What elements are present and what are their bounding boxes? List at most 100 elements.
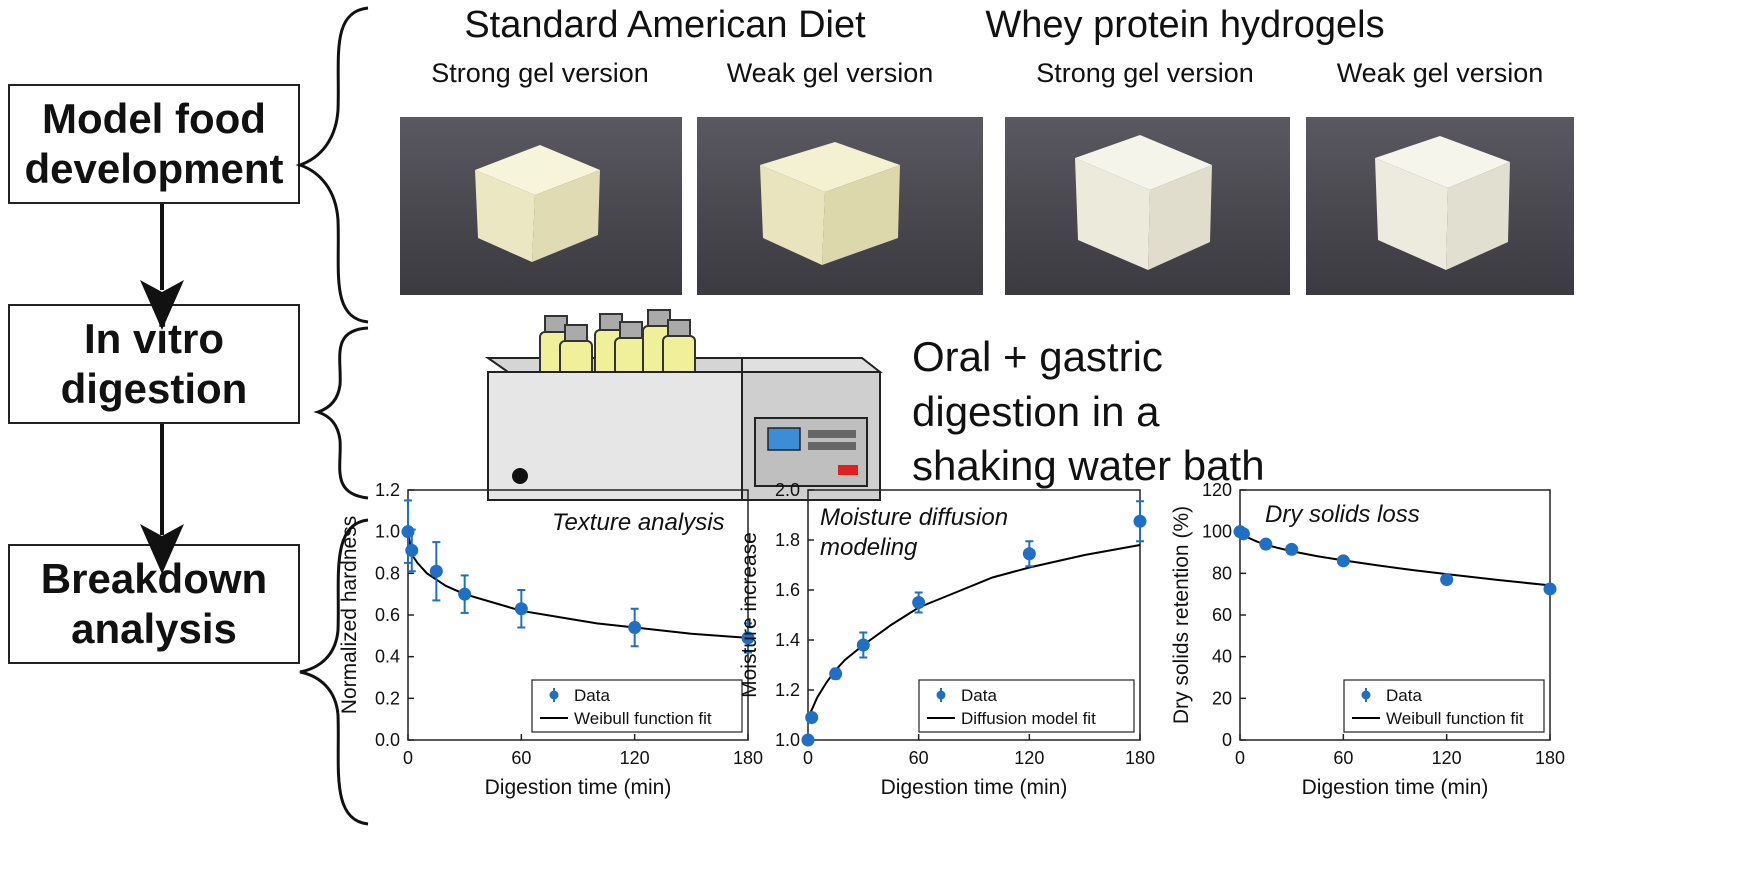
stage-label: Breakdown analysis bbox=[40, 554, 268, 652]
y-tick-label: 1.0 bbox=[775, 730, 800, 750]
data-point bbox=[1336, 554, 1350, 568]
legend-label: Diffusion model fit bbox=[961, 709, 1096, 728]
chart-title: Dry solids loss bbox=[1265, 501, 1420, 528]
photo-sad-weak bbox=[697, 117, 983, 295]
curly-brace bbox=[299, 518, 369, 826]
stage-box-breakdown: Breakdown analysis bbox=[8, 544, 300, 664]
sample-label: Weak gel version bbox=[1336, 58, 1544, 88]
y-axis-label: Moisture increase bbox=[738, 532, 761, 698]
chart-dry-solids: 0 20 40 60 80 100 120 0 60 120 180 Digestion time (… bbox=[1170, 480, 1565, 799]
y-tick-label: 2.0 bbox=[775, 480, 800, 500]
fit-line bbox=[1239, 530, 1551, 587]
y-tick-label: 120 bbox=[1202, 480, 1232, 500]
photo-whey-strong bbox=[1005, 117, 1290, 295]
legend-label: Data bbox=[1386, 686, 1422, 705]
control-panel bbox=[754, 417, 868, 487]
y-tick-label: 0.2 bbox=[375, 688, 400, 708]
y-axis-label: Dry solids retention (%) bbox=[1170, 506, 1193, 724]
y-tick-label: 1.4 bbox=[775, 630, 800, 650]
legend-box bbox=[531, 679, 743, 733]
y-tick-label: 1.2 bbox=[775, 680, 800, 700]
chart-moisture-diffusion: 1.0 1.2 1.4 1.6 1.8 2.0 0 60 120 180 Digestion tim… bbox=[738, 480, 1155, 799]
photo-sad-strong bbox=[400, 117, 682, 295]
legend-point-icon bbox=[549, 690, 559, 700]
y-tick-label: 80 bbox=[1212, 563, 1232, 583]
group-title-sad: Standard American Diet bbox=[464, 4, 866, 46]
group-title-whey: Whey protein hydrogels bbox=[985, 4, 1385, 46]
data-point bbox=[514, 602, 528, 616]
sample-label: Strong gel version bbox=[1036, 58, 1254, 88]
y-tick-label: 0 bbox=[1222, 730, 1232, 750]
y-tick-label: 20 bbox=[1212, 688, 1232, 708]
y-tick-label: 60 bbox=[1212, 605, 1232, 625]
x-tick-label: 120 bbox=[620, 748, 650, 768]
data-point bbox=[405, 543, 419, 557]
data-point bbox=[741, 631, 755, 645]
data-point bbox=[856, 638, 870, 652]
stage-box-in-vitro: In vitro digestion bbox=[8, 304, 300, 424]
legend-point-icon bbox=[936, 690, 946, 700]
legend-box bbox=[918, 679, 1135, 733]
digestion-description: Oral + gastric digestion in a shaking wa… bbox=[912, 333, 1265, 490]
data-point bbox=[829, 667, 843, 681]
x-axis-label: Digestion time (min) bbox=[881, 776, 1068, 799]
data-point bbox=[1133, 514, 1147, 528]
data-point bbox=[628, 621, 642, 634]
stage-label: Model food development bbox=[24, 94, 284, 192]
chart-texture-analysis: 0.0 0.2 0.4 0.6 0.8 1.0 1.2 0 60 120 180 Digestion … bbox=[338, 480, 763, 799]
legend-label: Data bbox=[961, 686, 997, 705]
stage-label: In vitro digestion bbox=[60, 314, 248, 412]
data-point bbox=[805, 711, 819, 724]
y-tick-label: 0.8 bbox=[375, 563, 400, 583]
flow-arrow bbox=[140, 204, 184, 330]
y-tick-label: 0.6 bbox=[375, 605, 400, 625]
y-tick-label: 1.0 bbox=[375, 522, 400, 542]
x-tick-label: 180 bbox=[1125, 748, 1155, 768]
sample-label: Strong gel version bbox=[431, 58, 649, 88]
fit-line bbox=[807, 544, 1141, 718]
sample-label: Weak gel version bbox=[726, 58, 934, 88]
y-tick-label: 100 bbox=[1202, 522, 1232, 542]
data-point bbox=[458, 587, 472, 601]
x-tick-label: 180 bbox=[1535, 748, 1565, 768]
x-tick-label: 0 bbox=[1235, 748, 1245, 768]
chart-title: Moisture diffusion modeling bbox=[820, 504, 1008, 561]
x-tick-label: 60 bbox=[511, 748, 531, 768]
drain-valve bbox=[512, 468, 528, 484]
x-axis-label: Digestion time (min) bbox=[485, 776, 672, 799]
x-tick-label: 120 bbox=[1432, 748, 1462, 768]
y-tick-label: 0.0 bbox=[375, 730, 400, 750]
data-point bbox=[1236, 527, 1250, 541]
y-tick-label: 0.4 bbox=[375, 647, 400, 667]
x-tick-label: 60 bbox=[1333, 748, 1353, 768]
data-point bbox=[429, 564, 443, 578]
data-point bbox=[1440, 573, 1454, 587]
x-tick-label: 60 bbox=[909, 748, 929, 768]
photo-whey-weak bbox=[1306, 117, 1574, 295]
legend-label: Data bbox=[574, 686, 610, 705]
plot-frame bbox=[807, 489, 1141, 741]
flow-arrow bbox=[140, 424, 184, 574]
data-point bbox=[1543, 582, 1557, 596]
y-axis-label: Normalized hardness bbox=[338, 516, 361, 714]
data-point bbox=[1285, 542, 1299, 556]
x-tick-label: 0 bbox=[803, 748, 813, 768]
y-tick-label: 1.8 bbox=[775, 530, 800, 550]
y-tick-label: 40 bbox=[1212, 647, 1232, 667]
legend-label: Weibull function fit bbox=[574, 709, 712, 728]
x-tick-label: 120 bbox=[1014, 748, 1044, 768]
data-point bbox=[1022, 547, 1036, 561]
data-point bbox=[1259, 537, 1273, 551]
stage-box-model-food: Model food development bbox=[8, 84, 300, 204]
curly-brace bbox=[313, 326, 369, 500]
y-tick-label: 1.6 bbox=[775, 580, 800, 600]
legend-point-icon bbox=[1361, 690, 1371, 700]
x-tick-label: 180 bbox=[733, 748, 763, 768]
legend-box bbox=[1343, 679, 1545, 733]
x-tick-label: 0 bbox=[403, 748, 413, 768]
x-axis-label: Digestion time (min) bbox=[1302, 776, 1489, 799]
data-point bbox=[801, 733, 815, 747]
water-bath-illustration bbox=[484, 309, 883, 501]
legend-label: Weibull function fit bbox=[1386, 709, 1524, 728]
